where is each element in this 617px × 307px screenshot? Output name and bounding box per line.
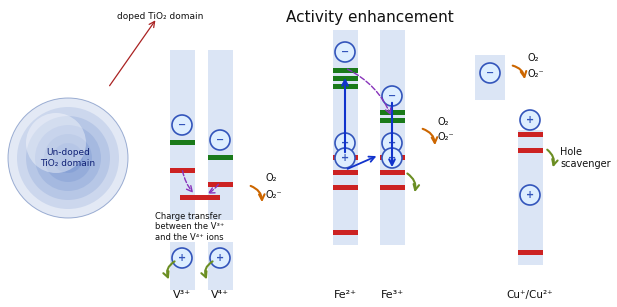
Bar xyxy=(518,132,543,137)
Text: +: + xyxy=(526,115,534,125)
Bar xyxy=(518,130,543,265)
Bar xyxy=(208,50,233,220)
Text: Fe²⁺: Fe²⁺ xyxy=(334,290,357,300)
Bar xyxy=(475,55,505,100)
Text: +: + xyxy=(341,138,349,148)
Text: Fe³⁺: Fe³⁺ xyxy=(381,290,404,300)
Circle shape xyxy=(210,130,230,150)
Circle shape xyxy=(26,116,110,200)
Text: O₂⁻: O₂⁻ xyxy=(528,69,545,79)
Text: +: + xyxy=(388,138,396,148)
Bar xyxy=(333,155,358,160)
Circle shape xyxy=(210,248,230,268)
Bar xyxy=(170,50,195,220)
Text: V³⁺: V³⁺ xyxy=(173,290,191,300)
Bar xyxy=(333,68,358,73)
Text: Un-doped
TiO₂ domain: Un-doped TiO₂ domain xyxy=(41,148,96,168)
Circle shape xyxy=(8,98,128,218)
Bar xyxy=(333,230,358,235)
Bar xyxy=(333,185,358,190)
Bar xyxy=(380,110,405,115)
Bar xyxy=(208,182,233,187)
Text: doped TiO₂ domain: doped TiO₂ domain xyxy=(117,12,203,21)
Bar xyxy=(170,242,195,290)
Text: −: − xyxy=(388,91,396,101)
Bar xyxy=(333,84,358,89)
Text: +: + xyxy=(178,253,186,263)
Circle shape xyxy=(44,134,92,182)
Circle shape xyxy=(382,86,402,106)
Bar xyxy=(518,250,543,255)
Text: O₂: O₂ xyxy=(438,117,450,127)
Text: Charge transfer
between the V³⁺
and the V⁴⁺ ions: Charge transfer between the V³⁺ and the … xyxy=(155,212,225,242)
Text: −: − xyxy=(216,135,224,145)
Text: V⁴⁺: V⁴⁺ xyxy=(211,290,229,300)
Text: +: + xyxy=(216,253,224,263)
Text: +: + xyxy=(388,153,396,163)
Bar xyxy=(380,170,405,175)
Circle shape xyxy=(35,125,101,191)
Circle shape xyxy=(520,185,540,205)
Bar xyxy=(380,30,405,245)
Text: −: − xyxy=(178,120,186,130)
Bar xyxy=(208,242,233,290)
Circle shape xyxy=(26,113,86,173)
Text: O₂: O₂ xyxy=(528,53,539,63)
Circle shape xyxy=(172,248,192,268)
Circle shape xyxy=(382,133,402,153)
Bar xyxy=(170,140,195,145)
Bar xyxy=(518,148,543,153)
Bar xyxy=(170,168,195,173)
Text: +: + xyxy=(526,190,534,200)
Text: Hole
scavenger: Hole scavenger xyxy=(560,147,611,169)
Circle shape xyxy=(53,143,83,173)
Bar xyxy=(380,185,405,190)
Circle shape xyxy=(335,133,355,153)
Text: O₂⁻: O₂⁻ xyxy=(438,132,455,142)
Bar xyxy=(380,155,405,160)
Circle shape xyxy=(480,63,500,83)
Circle shape xyxy=(335,42,355,62)
Bar xyxy=(180,195,220,200)
Bar xyxy=(208,155,233,160)
Bar xyxy=(333,30,358,245)
Text: −: − xyxy=(341,47,349,57)
Text: O₂⁻: O₂⁻ xyxy=(265,190,281,200)
Circle shape xyxy=(520,110,540,130)
Text: O₂: O₂ xyxy=(265,173,276,183)
Circle shape xyxy=(17,107,119,209)
Bar xyxy=(380,118,405,123)
Bar xyxy=(333,76,358,81)
Circle shape xyxy=(335,148,355,168)
Text: Activity enhancement: Activity enhancement xyxy=(286,10,454,25)
Text: Cu⁺/Cu²⁺: Cu⁺/Cu²⁺ xyxy=(507,290,553,300)
Text: +: + xyxy=(341,153,349,163)
Bar xyxy=(333,170,358,175)
Circle shape xyxy=(172,115,192,135)
Circle shape xyxy=(382,148,402,168)
Text: −: − xyxy=(486,68,494,78)
